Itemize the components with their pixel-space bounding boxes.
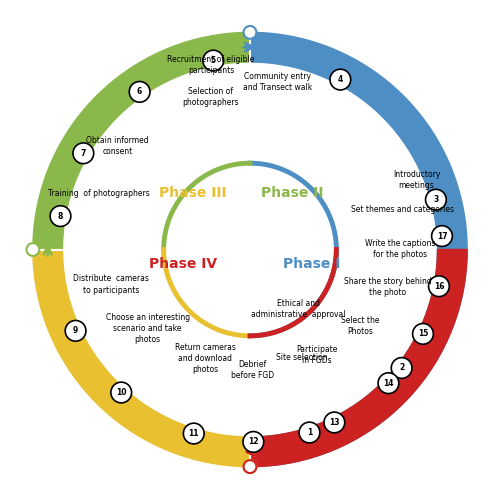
- Text: Phase I: Phase I: [283, 257, 341, 271]
- Text: Participate
in FGDs: Participate in FGDs: [296, 345, 338, 365]
- Text: 10: 10: [116, 388, 126, 397]
- Text: Set themes and categories: Set themes and categories: [351, 205, 454, 214]
- Polygon shape: [250, 32, 467, 467]
- Text: 11: 11: [188, 429, 199, 438]
- Circle shape: [243, 432, 264, 452]
- Text: 4: 4: [338, 75, 343, 84]
- Text: 1: 1: [307, 428, 312, 437]
- Text: Phase II: Phase II: [260, 186, 323, 200]
- Circle shape: [73, 143, 94, 164]
- Text: Training  of photographers: Training of photographers: [48, 189, 150, 198]
- Circle shape: [203, 50, 224, 71]
- Text: Recruitment of eligible
participants: Recruitment of eligible participants: [168, 55, 254, 75]
- Text: 9: 9: [73, 326, 78, 335]
- Text: 14: 14: [383, 379, 394, 388]
- Circle shape: [330, 69, 350, 90]
- Text: 12: 12: [248, 438, 258, 447]
- Text: 13: 13: [329, 418, 340, 427]
- Text: Share the story behind
the photo: Share the story behind the photo: [344, 277, 432, 297]
- Circle shape: [111, 382, 132, 403]
- Text: Site selection: Site selection: [276, 353, 328, 362]
- Circle shape: [184, 423, 204, 444]
- Polygon shape: [33, 32, 250, 250]
- Text: Phase IV: Phase IV: [150, 257, 218, 271]
- Polygon shape: [33, 250, 250, 467]
- Circle shape: [412, 323, 434, 344]
- Circle shape: [432, 226, 452, 247]
- Text: 16: 16: [434, 282, 444, 291]
- Text: Return cameras
and download
photos: Return cameras and download photos: [175, 343, 236, 374]
- Text: Select the
Photos: Select the Photos: [341, 316, 380, 336]
- Circle shape: [244, 26, 256, 39]
- Text: Write the captions
for the photos: Write the captions for the photos: [365, 239, 436, 259]
- Circle shape: [244, 460, 256, 473]
- Text: Distribute  cameras
to participants: Distribute cameras to participants: [74, 274, 150, 294]
- Text: Introductory
meetings: Introductory meetings: [393, 170, 440, 190]
- Circle shape: [244, 460, 256, 473]
- Circle shape: [299, 422, 320, 443]
- Circle shape: [392, 358, 412, 378]
- Text: 15: 15: [418, 329, 428, 338]
- Text: 17: 17: [436, 232, 448, 241]
- Text: 7: 7: [80, 149, 86, 158]
- Circle shape: [324, 412, 344, 433]
- Text: 6: 6: [137, 87, 142, 96]
- Text: Selection of
photographers: Selection of photographers: [182, 87, 238, 107]
- Circle shape: [426, 189, 446, 210]
- Text: Community entry
and Transect walk: Community entry and Transect walk: [242, 72, 312, 92]
- Circle shape: [65, 320, 86, 341]
- Circle shape: [50, 206, 71, 227]
- Circle shape: [26, 243, 40, 256]
- Circle shape: [130, 81, 150, 102]
- Circle shape: [378, 373, 399, 394]
- Text: 5: 5: [210, 56, 216, 65]
- Text: Obtain informed
consent: Obtain informed consent: [86, 136, 149, 156]
- Text: Debrief
before FGD: Debrief before FGD: [231, 360, 274, 380]
- Text: Ethical and
administrative  approval: Ethical and administrative approval: [252, 299, 346, 319]
- Text: Choose an interesting
scenario and take
photos: Choose an interesting scenario and take …: [106, 313, 190, 344]
- Text: 8: 8: [58, 212, 63, 221]
- Text: Phase III: Phase III: [160, 186, 227, 200]
- Polygon shape: [250, 250, 467, 467]
- Text: 2: 2: [399, 363, 404, 372]
- Circle shape: [428, 276, 450, 296]
- Text: 3: 3: [434, 195, 438, 204]
